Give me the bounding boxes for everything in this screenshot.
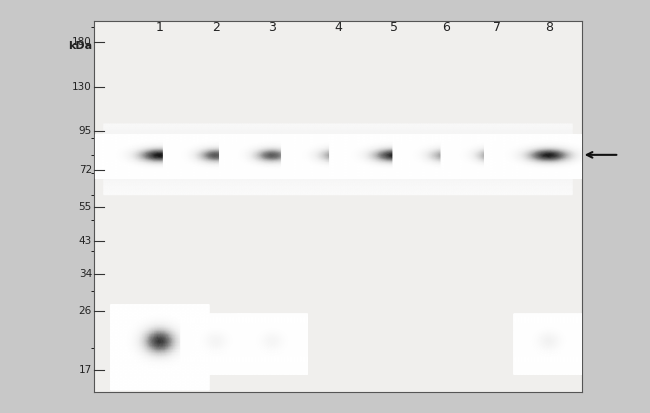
Text: 72: 72 <box>79 164 92 175</box>
Text: 5: 5 <box>390 21 398 34</box>
Text: 55: 55 <box>79 202 92 212</box>
Text: kDa: kDa <box>68 41 92 51</box>
Text: 8: 8 <box>545 21 553 34</box>
Text: 2: 2 <box>212 21 220 34</box>
Text: 7: 7 <box>493 21 501 34</box>
Text: 1: 1 <box>156 21 164 34</box>
Text: 6: 6 <box>442 21 450 34</box>
Text: 4: 4 <box>334 21 342 34</box>
Text: 3: 3 <box>268 21 276 34</box>
Text: 34: 34 <box>79 269 92 279</box>
Text: 180: 180 <box>72 37 92 47</box>
Text: 26: 26 <box>79 306 92 316</box>
Text: 43: 43 <box>79 236 92 246</box>
Text: 95: 95 <box>79 126 92 136</box>
Text: 17: 17 <box>79 365 92 375</box>
Text: 130: 130 <box>72 82 92 93</box>
